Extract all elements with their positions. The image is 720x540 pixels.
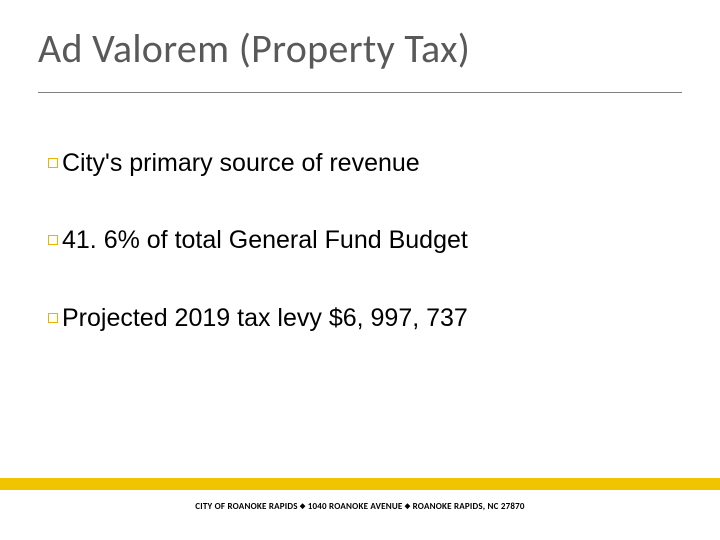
bullet-list: City's primary source of revenue 41. 6% …	[48, 148, 668, 380]
slide: Ad Valorem (Property Tax) City's primary…	[0, 0, 720, 540]
slide-title: Ad Valorem (Property Tax)	[38, 24, 470, 73]
diamond-icon: ◆	[405, 501, 411, 510]
square-bullet-icon	[48, 313, 58, 323]
bullet-item: 41. 6% of total General Fund Budget	[48, 225, 668, 256]
footer-accent-bar	[0, 478, 720, 490]
footer-part: 1040 ROANOKE AVENUE	[308, 501, 403, 512]
bullet-text: 41. 6% of total General Fund Budget	[62, 225, 468, 256]
footer-part: ROANOKE RAPIDS, NC 27870	[413, 501, 525, 512]
bullet-item: Projected 2019 tax levy $6, 997, 737	[48, 303, 668, 334]
bullet-text: City's primary source of revenue	[62, 148, 420, 179]
diamond-icon: ◆	[300, 501, 306, 510]
footer-text: CITY OF ROANOKE RAPIDS ◆ 1040 ROANOKE AV…	[0, 501, 720, 512]
bullet-text: Projected 2019 tax levy $6, 997, 737	[62, 303, 468, 334]
square-bullet-icon	[48, 235, 58, 245]
square-bullet-icon	[48, 158, 58, 168]
title-divider	[38, 92, 682, 93]
footer-part: CITY OF ROANOKE RAPIDS	[195, 501, 297, 512]
bullet-item: City's primary source of revenue	[48, 148, 668, 179]
